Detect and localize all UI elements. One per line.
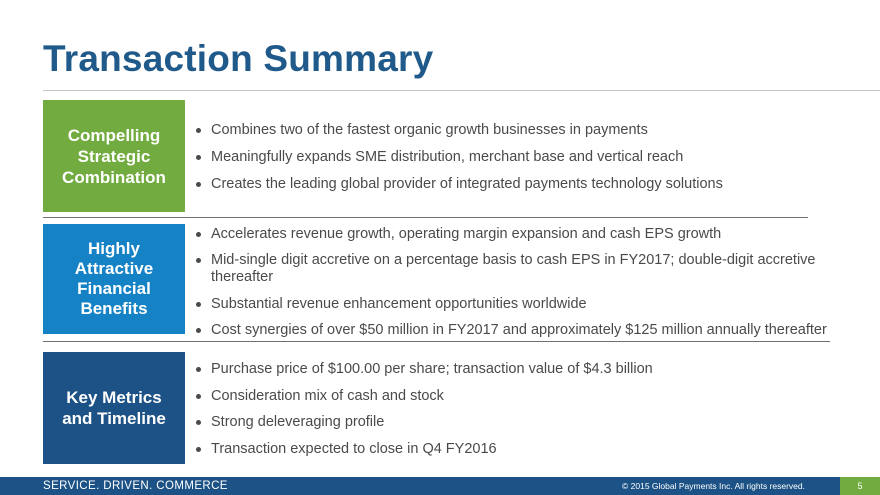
section-label-line: Attractive	[74, 259, 154, 278]
section-label-line: Key Metrics	[66, 388, 162, 407]
bullet-item: Meaningfully expands SME distribution, m…	[190, 149, 723, 166]
bullet-item: Transaction expected to close in Q4 FY20…	[190, 441, 653, 458]
bullet-text: Purchase price of $100.00 per share; tra…	[211, 361, 653, 377]
section-divider	[43, 341, 830, 342]
section-label-line: and Timeline	[62, 409, 166, 428]
section-label-highly-attractive-financial-benefits: Highly Attractive Financial Benefits	[43, 224, 185, 334]
bullet-item: Accelerates revenue growth, operating ma…	[190, 226, 840, 243]
page-title: Transaction Summary	[43, 38, 434, 79]
bullet-dot-icon	[196, 182, 201, 187]
section-divider	[43, 217, 808, 218]
bullet-dot-icon	[196, 128, 201, 133]
bullet-text: Combines two of the fastest organic grow…	[211, 122, 648, 138]
bullet-text: Meaningfully expands SME distribution, m…	[211, 149, 684, 165]
bullet-list-financial: Accelerates revenue growth, operating ma…	[190, 226, 840, 348]
section-label-line: Strategic	[77, 146, 151, 166]
footer-bar: SERVICE. DRIVEN. COMMERCE © 2015 Global …	[0, 477, 880, 495]
bullet-list-metrics: Purchase price of $100.00 per share; tra…	[190, 361, 653, 467]
bullet-item: Purchase price of $100.00 per share; tra…	[190, 361, 653, 378]
bullet-item: Strong deleveraging profile	[190, 414, 653, 431]
bullet-item: Cost synergies of over $50 million in FY…	[190, 322, 840, 339]
bullet-text: Cost synergies of over $50 million in FY…	[211, 322, 827, 338]
section-label-line: Benefits	[80, 299, 148, 318]
bullet-item: Consideration mix of cash and stock	[190, 388, 653, 405]
page-number: 5	[840, 477, 880, 495]
bullet-dot-icon	[196, 446, 201, 452]
bullet-dot-icon	[196, 367, 201, 372]
section-label-line: Combination	[62, 167, 166, 187]
footer-tagline: SERVICE. DRIVEN. COMMERCE	[43, 480, 228, 492]
bullet-dot-icon	[196, 232, 201, 237]
bullet-dot-icon	[196, 155, 201, 160]
bullet-dot-icon	[196, 258, 201, 263]
bullet-text: Strong deleveraging profile	[211, 414, 385, 430]
footer-copyright: © 2015 Global Payments Inc. All rights r…	[622, 481, 805, 491]
bullet-dot-icon	[196, 328, 201, 333]
title-divider	[43, 90, 880, 91]
bullet-text: Creates the leading global provider of i…	[211, 176, 723, 192]
section-label-line: Financial	[77, 279, 151, 298]
bullet-item: Substantial revenue enhancement opportun…	[190, 296, 840, 313]
bullet-dot-icon	[196, 420, 201, 425]
bullet-text: Accelerates revenue growth, operating ma…	[211, 226, 722, 242]
bullet-dot-icon	[196, 393, 201, 399]
section-label-compelling-strategic-combination: Compelling Strategic Combination	[43, 100, 185, 212]
bullet-list-strategic: Combines two of the fastest organic grow…	[190, 122, 723, 203]
bullet-item: Mid-single digit accretive on a percenta…	[190, 252, 840, 286]
bullet-text: Mid-single digit accretive on a percenta…	[211, 252, 816, 285]
section-label-key-metrics-and-timeline: Key Metrics and Timeline	[43, 352, 185, 464]
bullet-item: Combines two of the fastest organic grow…	[190, 122, 723, 139]
bullet-item: Creates the leading global provider of i…	[190, 176, 723, 193]
bullet-dot-icon	[196, 302, 201, 307]
bullet-text: Consideration mix of cash and stock	[211, 387, 444, 404]
section-label-line: Compelling	[67, 125, 161, 145]
bullet-text: Transaction expected to close in Q4 FY20…	[211, 440, 497, 457]
bullet-text: Substantial revenue enhancement opportun…	[211, 296, 587, 312]
section-label-line: Highly	[88, 239, 140, 258]
